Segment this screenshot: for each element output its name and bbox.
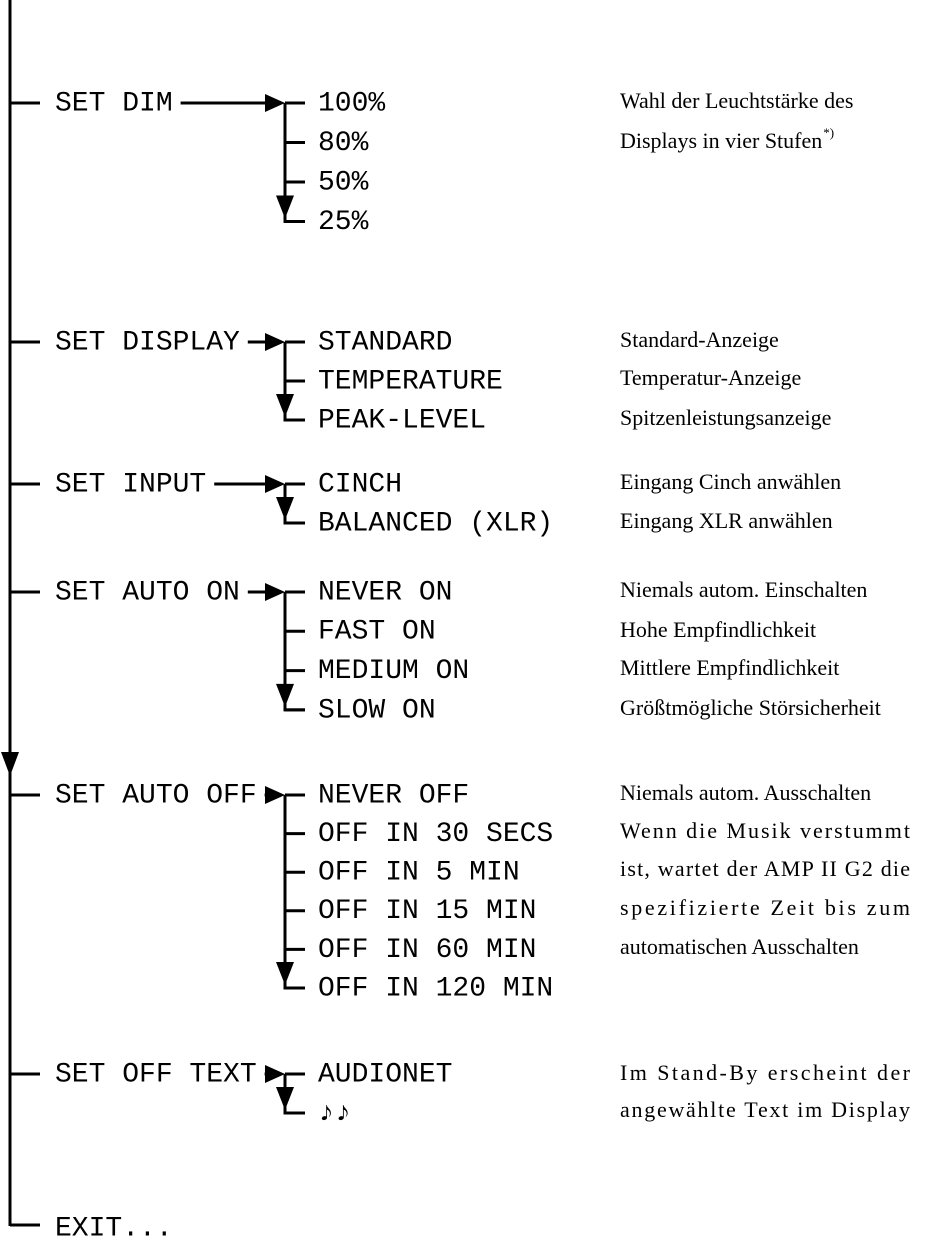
branch-arrow <box>276 962 294 985</box>
description: angewählte Text im Display <box>620 1097 910 1122</box>
option-label: PEAK-LEVEL <box>318 405 486 436</box>
option-label: NEVER OFF <box>318 780 469 811</box>
menu-label: SET INPUT <box>55 469 206 500</box>
menu-label: SET DISPLAY <box>55 327 240 358</box>
description: Standard-Anzeige <box>620 327 779 352</box>
option-label: OFF IN 60 MIN <box>318 935 536 966</box>
option-label: 25% <box>318 207 369 238</box>
description: Mittlere Empfindlichkeit <box>620 655 839 680</box>
arrow-head <box>265 786 285 804</box>
menu-label: SET OFF TEXT <box>55 1059 257 1090</box>
exit-label: EXIT... <box>55 1213 173 1244</box>
description: Niemals autom. Einschalten <box>620 577 867 602</box>
description: automatischen Ausschalten <box>620 934 859 959</box>
description: Temperatur-Anzeige <box>620 365 801 390</box>
description: Eingang XLR anwählen <box>620 508 833 533</box>
option-label: FAST ON <box>318 617 436 648</box>
description: Größtmögliche Störsicherheit <box>620 695 881 720</box>
option-label: TEMPERATURE <box>318 366 503 397</box>
arrow-head <box>265 94 285 112</box>
description: Niemals autom. Ausschalten <box>620 780 871 805</box>
arrow-head <box>265 475 285 493</box>
option-label: 80% <box>318 128 369 159</box>
menu-label: SET AUTO ON <box>55 577 240 608</box>
main-arrow <box>1 752 19 776</box>
option-label: 50% <box>318 167 369 198</box>
option-label: OFF IN 120 MIN <box>318 973 553 1004</box>
branch-line <box>283 795 305 990</box>
option-label: BALANCED (XLR) <box>318 508 553 539</box>
option-label: OFF IN 5 MIN <box>318 858 520 889</box>
description: spezifizierte Zeit bis zum <box>620 895 910 920</box>
description: Im Stand-By erscheint der <box>620 1060 911 1085</box>
branch-arrow <box>276 394 294 417</box>
description: Wahl der Leuchtstärke des <box>620 88 853 113</box>
description: Spitzenleistungsanzeige <box>620 405 831 430</box>
option-label: MEDIUM ON <box>318 656 469 687</box>
option-label: CINCH <box>318 469 402 500</box>
option-label: NEVER ON <box>318 577 452 608</box>
menu-label: SET DIM <box>55 88 173 119</box>
option-label: OFF IN 15 MIN <box>318 896 536 927</box>
branch-arrow <box>276 683 294 707</box>
menu-label: SET AUTO OFF <box>55 780 257 811</box>
description: Displays in vier Stufen <box>620 128 822 153</box>
arrow-head <box>265 1065 285 1083</box>
arrow-head <box>265 583 285 601</box>
footnote-mark: *) <box>823 125 834 140</box>
option-label: SLOW ON <box>318 695 436 726</box>
branch-arrow <box>276 195 294 219</box>
description: Hohe Empfindlichkeit <box>620 617 816 642</box>
description: Wenn die Musik verstummt <box>620 818 910 843</box>
option-label: AUDIONET <box>318 1059 452 1090</box>
arrow-head <box>265 333 285 351</box>
branch-arrow <box>276 497 294 520</box>
description: ist, wartet der AMP II G2 die <box>620 856 910 881</box>
option-label: STANDARD <box>318 327 452 358</box>
description: Eingang Cinch anwählen <box>620 469 841 494</box>
option-label: ♪♪ <box>318 1098 352 1129</box>
branch-arrow <box>276 1087 294 1110</box>
option-label: OFF IN 30 SECS <box>318 819 553 850</box>
option-label: 100% <box>318 88 385 119</box>
